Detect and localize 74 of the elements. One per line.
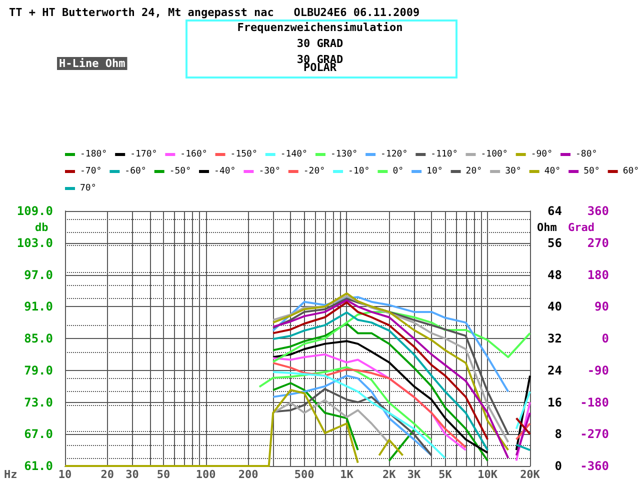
legend-label: 70° bbox=[80, 184, 96, 194]
legend-label: -30° bbox=[258, 166, 280, 176]
y2-tick-label: 0 bbox=[554, 459, 562, 473]
x-axis-title: Hz bbox=[4, 468, 18, 480]
y-tick-label: 97.0 bbox=[24, 268, 53, 282]
legend-label: -120° bbox=[380, 150, 408, 160]
y2-tick-label: 16 bbox=[548, 395, 562, 410]
x-tick-label: 500 bbox=[294, 468, 314, 480]
x-tick-label: 10 bbox=[58, 468, 72, 480]
y-tick-label: 103.0 bbox=[16, 236, 53, 250]
x-tick-label: 10K bbox=[478, 468, 498, 480]
chart-title: TT + HT Butterworth 24, Mt angepasst nac OLBU24E6 06.11.2009 bbox=[9, 6, 420, 19]
legend-label: 20° bbox=[466, 166, 482, 176]
legend-label: -80° bbox=[576, 150, 598, 160]
y3-tick-label: 270 bbox=[587, 236, 609, 250]
y2-axis-title: Ohm bbox=[537, 221, 558, 234]
y-tick-label: 91.0 bbox=[24, 300, 53, 314]
x-tick-label: 200 bbox=[238, 468, 258, 480]
y-tick-label: 67.0 bbox=[24, 427, 53, 442]
chart-subtitle: Frequenzweichensimulation bbox=[237, 21, 403, 34]
y3-tick-label: -180 bbox=[580, 395, 609, 410]
legend-label: -70° bbox=[80, 166, 102, 176]
y3-tick-label: -360 bbox=[580, 459, 609, 473]
y-tick-label: 109.0 bbox=[16, 204, 53, 218]
y3-tick-label: -90 bbox=[587, 363, 609, 378]
x-tick-label: 5K bbox=[438, 468, 452, 480]
y2-tick-label: 24 bbox=[548, 363, 562, 378]
legend-label: -20° bbox=[303, 166, 326, 176]
x-tick-label: 20 bbox=[100, 468, 114, 480]
y-tick-label: 61.0 bbox=[24, 459, 53, 473]
y3-axis-title: Grad bbox=[568, 221, 594, 234]
text: H-Line Ohm bbox=[59, 57, 126, 70]
y3-tick-label: 180 bbox=[587, 268, 609, 282]
y2-tick-label: 64 bbox=[548, 204, 562, 218]
legend-label: -150° bbox=[230, 150, 258, 160]
legend-label: -130° bbox=[330, 150, 358, 160]
legend-label: 10° bbox=[426, 166, 443, 176]
x-tick-label: 3K bbox=[407, 468, 421, 480]
legend-label: 30° bbox=[505, 166, 522, 176]
y2-tick-label: 8 bbox=[554, 427, 562, 442]
y3-tick-label: 90 bbox=[594, 300, 609, 314]
legend-label: -10° bbox=[348, 166, 370, 176]
y2-tick-label: 40 bbox=[548, 300, 562, 314]
x-tick-label: 2K bbox=[382, 468, 396, 480]
y3-tick-label: -270 bbox=[580, 427, 609, 442]
legend-label: -180° bbox=[80, 150, 108, 160]
legend-label: 50° bbox=[584, 166, 600, 176]
y2-tick-label: 32 bbox=[548, 332, 562, 346]
legend-label: -50° bbox=[169, 166, 192, 176]
legend-label: -40° bbox=[214, 166, 236, 176]
x-tick-label: 50 bbox=[156, 468, 170, 480]
y3-tick-label: 360 bbox=[587, 204, 609, 218]
y-tick-label: 73.0 bbox=[24, 395, 53, 410]
y-tick-label: 79.0 bbox=[24, 363, 53, 378]
text: 30 GRAD bbox=[296, 37, 344, 50]
legend-label: -170° bbox=[130, 150, 158, 160]
y3-tick-label: 0 bbox=[602, 332, 609, 346]
legend-label: -100° bbox=[480, 150, 508, 160]
y-tick-label: 85.0 bbox=[24, 332, 53, 346]
legend-label: 40° bbox=[544, 166, 561, 176]
x-tick-label: 30 bbox=[126, 468, 139, 480]
y2-tick-label: 56 bbox=[548, 236, 562, 250]
x-tick-label: 20K bbox=[520, 468, 540, 480]
legend-label: 60° bbox=[622, 166, 640, 176]
x-tick-label: 1K bbox=[340, 468, 354, 480]
legend-label: -60° bbox=[124, 166, 146, 176]
x-tick-label: 100 bbox=[196, 468, 216, 480]
y2-tick-label: 48 bbox=[548, 268, 562, 282]
y-axis-title: db bbox=[35, 221, 49, 234]
legend-label: -140° bbox=[280, 150, 308, 160]
legend-label: -110° bbox=[430, 150, 458, 160]
legend-label: 0° bbox=[392, 166, 404, 176]
legend-label: -90° bbox=[530, 150, 553, 160]
legend-label: -160° bbox=[180, 150, 208, 160]
